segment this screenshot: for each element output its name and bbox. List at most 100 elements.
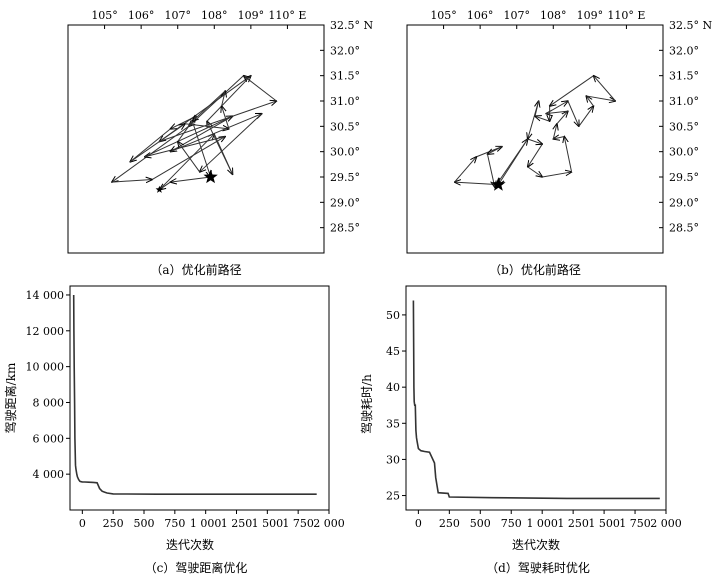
panel-a-x-tick-label: 107° — [164, 9, 191, 22]
panel-a-y-ticks: 32.5° N 32.0° 31.5° 31.0° 30.5° 30.0° 29.5° 29.… — [320, 19, 373, 235]
panel-b-y-tick-label: 28.5° — [669, 222, 699, 235]
panel-d-y-tick-label: 25 — [386, 490, 400, 503]
panel-a-x-tick-label: 105° — [91, 9, 118, 22]
panel-d-y-tick-label: 50 — [386, 309, 400, 322]
panel-b-route — [455, 76, 616, 191]
panel-d-x-tick-label: 1 000 — [526, 517, 558, 530]
panel-a-x-tick-label: 110° E — [268, 9, 306, 22]
route-segment-27 — [192, 90, 226, 121]
panel-b-x-tick-label: 109° — [577, 9, 604, 22]
panel-c-x-tick-label: 1 750 — [282, 517, 314, 530]
panel-c-y-tick-label: 14 000 — [26, 289, 65, 302]
panel-c-caption: （c）驾驶距离优化 — [145, 560, 248, 575]
panel-a-y-tick-label: 32.5° N — [330, 19, 373, 32]
panel-c-y-tick-label: 10 000 — [26, 361, 65, 374]
panel-b-y-tick-label: 32.5° N — [669, 19, 712, 32]
panel-a-x-ticks: 105° 106° 107° 108° 109° 110° E — [91, 9, 306, 29]
panel-a-frame — [67, 24, 325, 254]
panel-b-y-tick-label: 30.5° — [669, 120, 699, 133]
route-segment-13 — [151, 136, 225, 180]
panel-a-y-tick-label: 29.0° — [330, 196, 360, 209]
panel-b-frame — [406, 24, 664, 254]
panel-b-x-tick-label: 105° — [430, 9, 457, 22]
panel-a-y-tick-label: 31.0° — [330, 95, 360, 108]
route-segment-7 — [527, 138, 543, 144]
route-segment-17 — [567, 100, 579, 126]
panel-c-y-tick-label: 6 000 — [33, 432, 65, 445]
route-segment-22 — [130, 128, 171, 162]
route-segment-25 — [222, 106, 230, 130]
route-segment-15 — [144, 116, 233, 158]
panel-b-y-tick-label: 30.0° — [669, 146, 699, 159]
panel-c-series-line — [72, 294, 317, 495]
route-segment-22 — [550, 75, 594, 106]
route-segment-4 — [487, 146, 503, 155]
route-segment-19 — [586, 96, 594, 107]
panel-b-y-ticks: 32.5° N 32.0° 31.5° 31.0° 30.5° 30.0° 29.5° 29.… — [659, 19, 712, 235]
panel-c-line — [72, 294, 317, 495]
route-segment-12 — [111, 180, 152, 183]
panel-d-x-tick-label: 0 — [415, 517, 422, 530]
route-segment-17 — [170, 114, 261, 153]
panel-a-caption: （a）优化前路径 — [150, 262, 241, 277]
panel-c-x-tick-label: 500 — [134, 517, 155, 530]
panel-a-y-tick-label: 30.5° — [330, 120, 360, 133]
panel-a-y-tick-label: 32.0° — [330, 44, 360, 57]
panel-b-y-tick-label: 32.0° — [669, 44, 699, 57]
panel-d-y-ticks: 25 30 35 40 45 50 — [386, 309, 406, 503]
route-segment-23 — [129, 124, 185, 163]
route-segment-11 — [564, 136, 573, 173]
route-segment-13 — [553, 124, 557, 140]
panel-c-y-ticks: 4 000 6 000 8 000 10 000 12 000 14 000 — [26, 289, 70, 481]
panel-d: 0 250 500 750 1 000 1 250 1 500 1 750 2 000 25 30… — [359, 285, 682, 575]
panel-c-x-tick-label: 1 500 — [252, 517, 284, 530]
route-segment-18 — [578, 106, 594, 127]
panel-c-y-tick-label: 8 000 — [33, 396, 65, 409]
panel-d-series-line — [412, 300, 660, 500]
route-segment-18 — [200, 113, 263, 172]
panel-b-x-tick-label: 108° — [540, 9, 567, 22]
route-segment-24 — [535, 116, 550, 122]
panel-a-x-tick-label: 108° — [201, 9, 228, 22]
panel-d-frame — [405, 285, 667, 511]
panel-c-x-tick-label: 1 250 — [221, 517, 253, 530]
panel-c-x-tick-label: 2 000 — [313, 517, 345, 530]
panel-d-x-tick-label: 250 — [439, 517, 460, 530]
panel-c-x-ticks: 0 250 500 750 1 000 1 250 1 500 1 750 2 000 — [79, 510, 345, 530]
panel-b-y-tick-label: 29.0° — [669, 196, 699, 209]
panel-c-frame — [69, 285, 330, 511]
panel-d-ylabel: 驾驶耗时/h — [359, 374, 374, 434]
panel-a-y-tick-label: 31.5° — [330, 70, 360, 83]
route-segment-28 — [191, 121, 210, 177]
panel-c-y-tick-label: 4 000 — [33, 468, 65, 481]
panel-d-xlabel: 迭代次数 — [512, 537, 560, 552]
route-segment-26 — [222, 91, 226, 107]
route-segment-14 — [145, 135, 226, 156]
route-segment-26 — [528, 100, 540, 139]
panel-a-route — [112, 76, 277, 193]
panel-d-line — [412, 300, 660, 500]
panel-d-x-ticks: 0 250 500 750 1 000 1 250 1 500 1 750 2 000 — [415, 510, 682, 530]
panel-d-x-tick-label: 500 — [470, 517, 491, 530]
route-segment-9 — [527, 166, 543, 177]
secondary-point-star-icon — [155, 185, 164, 193]
route-segment-10 — [189, 75, 244, 127]
start-point-star-icon — [203, 169, 218, 184]
route-segment-27 — [498, 138, 529, 185]
panel-c-x-tick-label: 250 — [103, 517, 124, 530]
route-segment-12 — [553, 136, 565, 139]
panel-b-caption: （b）优化前路径 — [489, 262, 581, 277]
panel-c-y-tick-label: 12 000 — [26, 325, 65, 338]
panel-b-x-ticks: 105° 106° 107° 108° 109° 110° E — [430, 9, 645, 29]
route-segment-10 — [542, 172, 571, 178]
panel-d-x-tick-label: 2 000 — [650, 517, 682, 530]
route-segment-8 — [528, 143, 543, 167]
panel-c-x-tick-label: 0 — [79, 517, 86, 530]
panel-b-x-tick-label: 110° E — [607, 9, 645, 22]
panel-b-y-tick-label: 29.5° — [669, 171, 699, 184]
panel-a-y-tick-label: 28.5° — [330, 222, 360, 235]
route-segment-1 — [170, 176, 211, 182]
panel-c-ylabel: 驾驶距离/km — [3, 362, 18, 433]
panel-d-y-tick-label: 45 — [386, 345, 400, 358]
